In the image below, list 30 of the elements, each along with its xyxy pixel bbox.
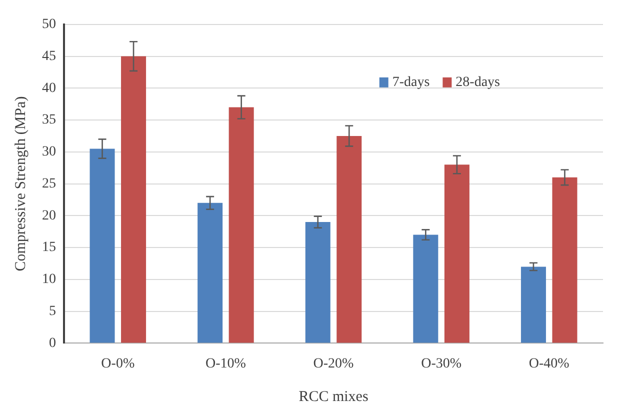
bar: [552, 177, 578, 343]
bar: [121, 56, 146, 343]
x-axis-title: RCC mixes: [298, 388, 368, 405]
bar: [520, 266, 546, 343]
bar: [198, 202, 223, 343]
y-tick-label: 0: [49, 336, 56, 351]
x-tick-label: O-30%: [421, 356, 462, 372]
y-tick-label: 25: [42, 176, 56, 192]
y-tick-label: 15: [42, 240, 56, 256]
y-tick-label: 40: [42, 80, 56, 96]
bar: [444, 164, 470, 343]
y-tick-label: 50: [42, 17, 56, 32]
x-tick-label: O-40%: [528, 356, 570, 372]
legend-label: 7-days: [392, 75, 430, 90]
y-tick-label: 20: [42, 208, 56, 224]
legend-label: 28-days: [456, 75, 500, 90]
bar: [90, 148, 115, 343]
bar: [305, 222, 330, 343]
bar: [413, 234, 438, 343]
y-tick-label: 45: [42, 48, 56, 64]
y-tick-label: 35: [42, 112, 56, 128]
y-tick-label: 10: [42, 272, 56, 288]
x-tick-label: O-20%: [313, 356, 354, 372]
bar: [336, 136, 362, 343]
x-tick-label: O-0%: [101, 356, 135, 372]
x-tick-label: O-10%: [205, 356, 246, 372]
y-axis-title: Compressive Strength (MPa): [12, 96, 29, 272]
y-tick-label: 5: [49, 304, 56, 319]
bar: [228, 107, 254, 343]
y-tick-label: 30: [42, 144, 56, 160]
